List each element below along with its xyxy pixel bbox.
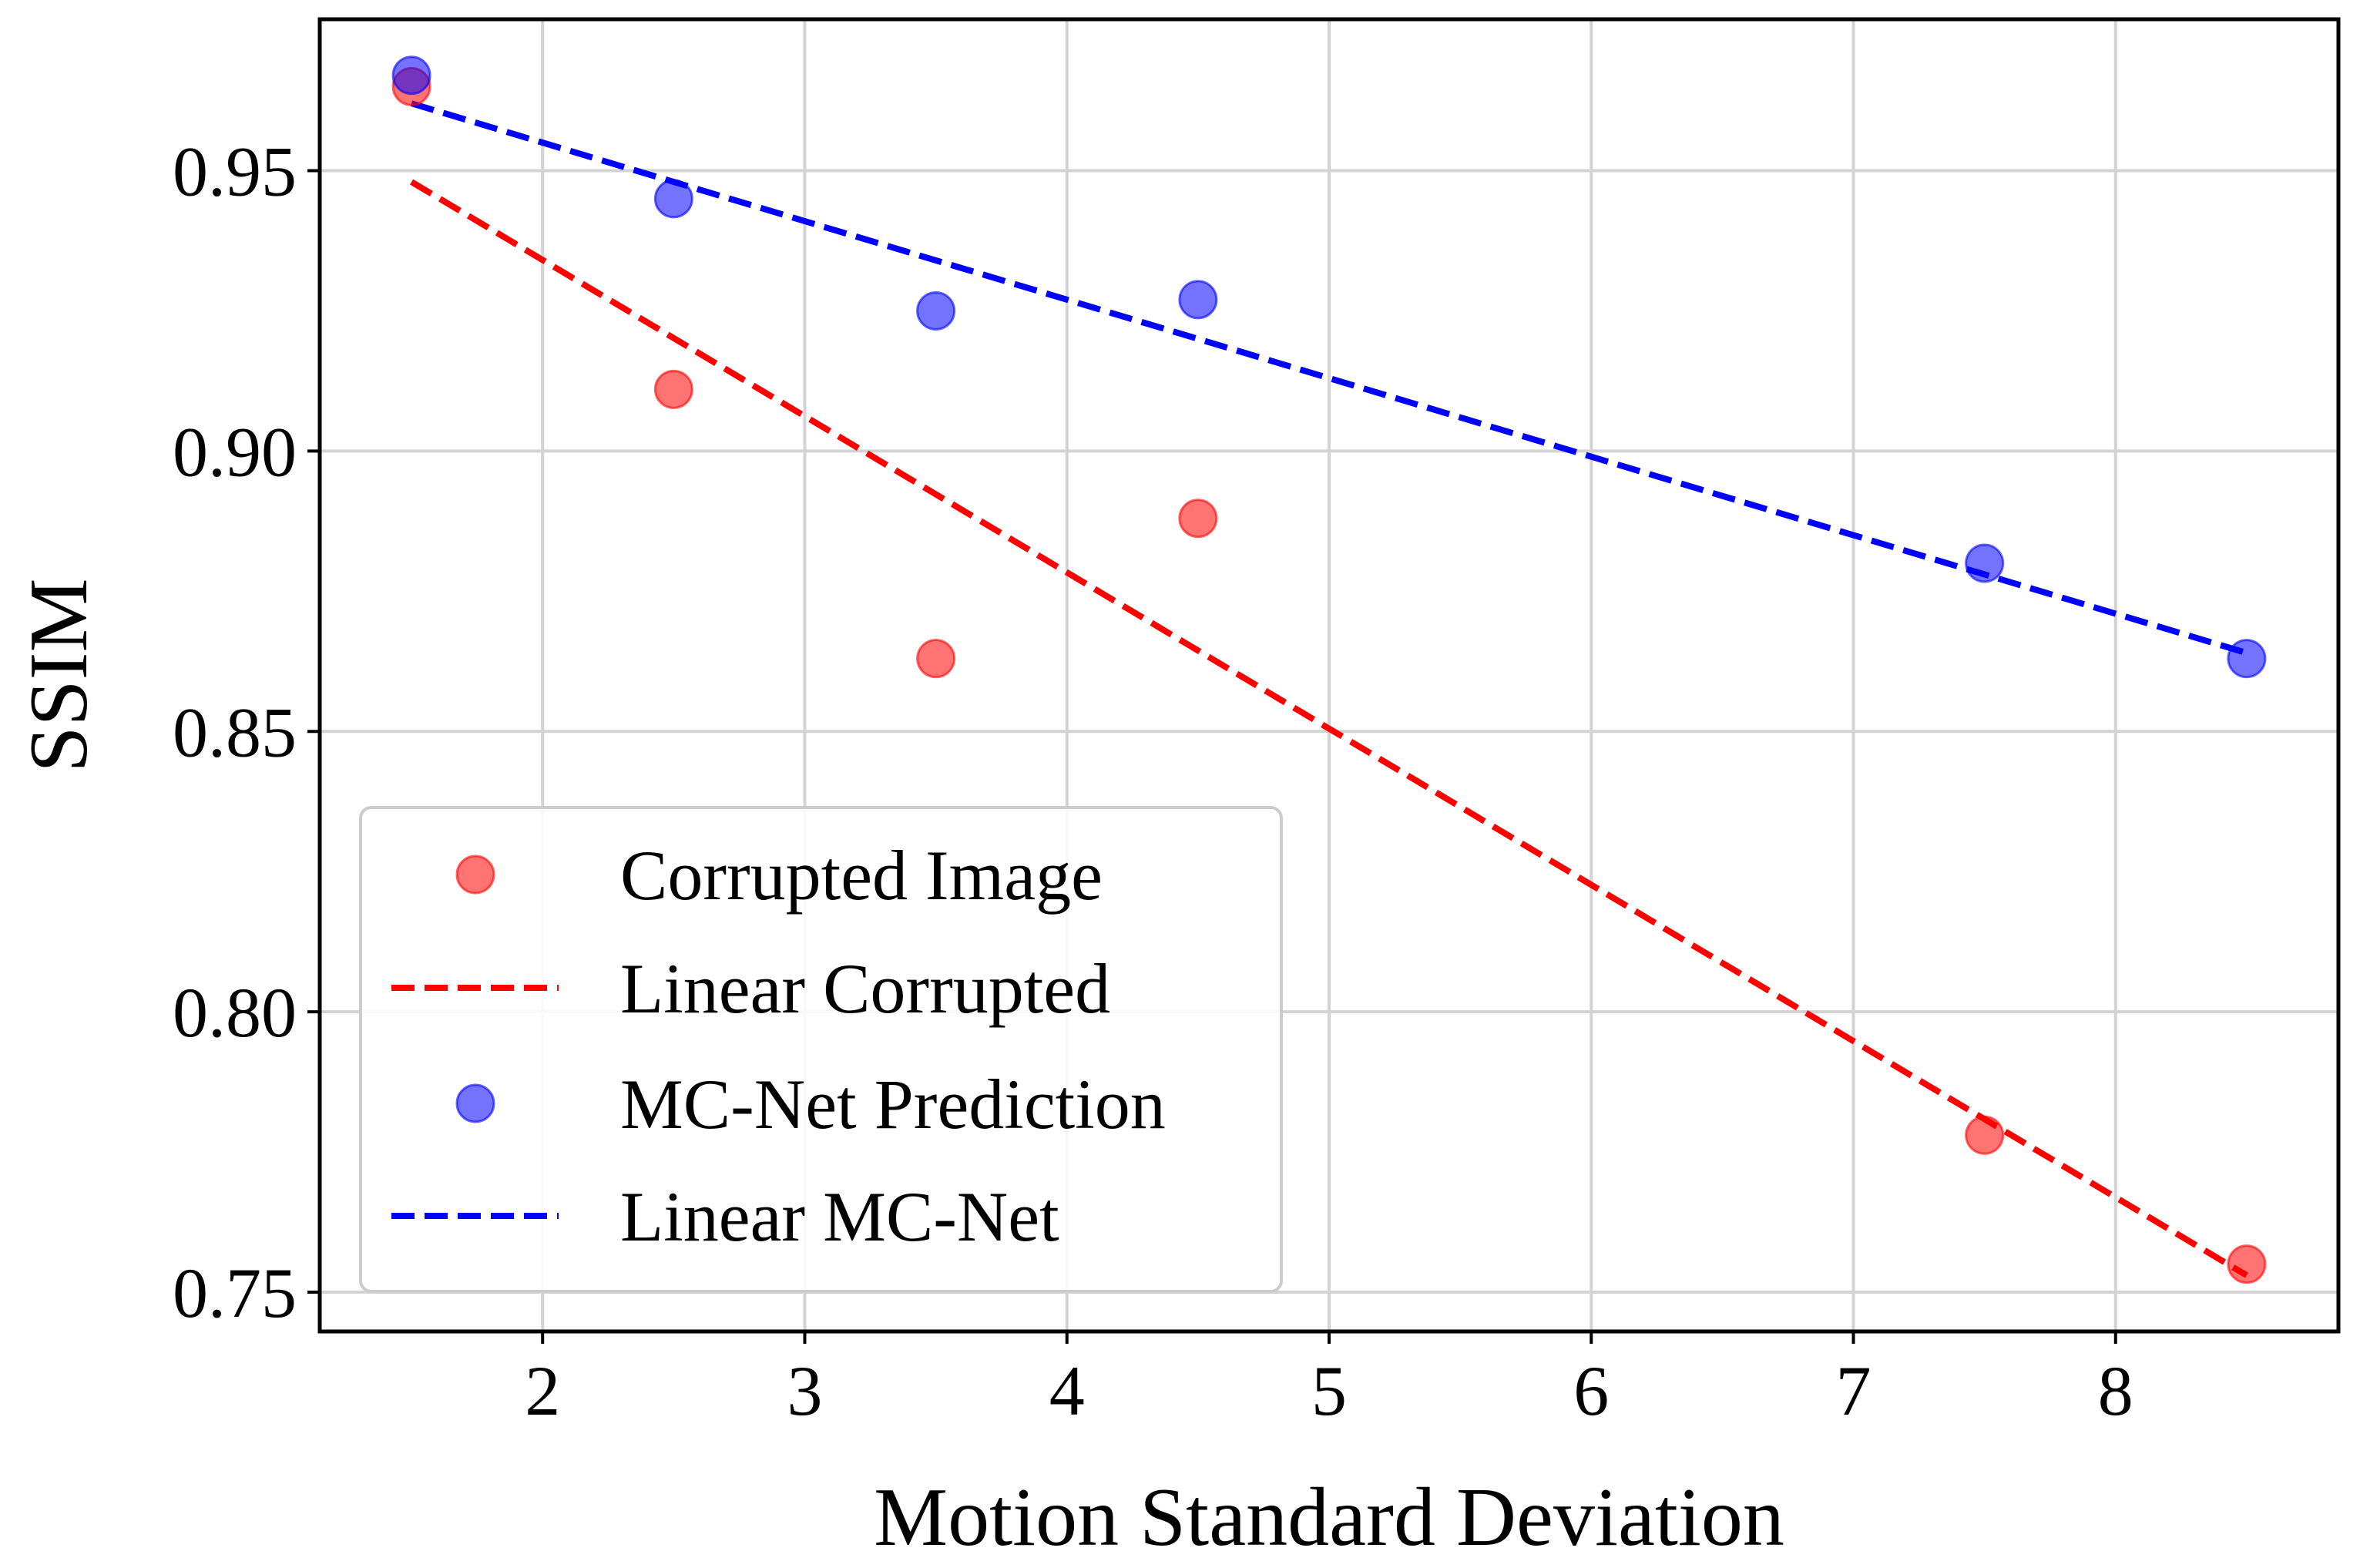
axis-ticks: 2 3 4 5 6 7 8 0.75 0.80 0.85 0.90 0.95 (173, 133, 2133, 1431)
x-tick-label: 2 (525, 1351, 560, 1430)
corrupted-image-point (916, 639, 956, 679)
legend: Corrupted Image Linear Corrupted MC-Net Pr… (359, 806, 1283, 1293)
corrupted-image-point (653, 369, 693, 409)
y-axis-title: SSIM (13, 578, 105, 772)
plot-area (391, 55, 2267, 1284)
mc-net-prediction-point (653, 179, 693, 219)
mc-net-prediction-point (2227, 639, 2267, 679)
x-tick-label: 8 (2098, 1351, 2133, 1430)
legend-corrupted-image-label: Corrupted Image (620, 836, 1103, 915)
mc-net-prediction-point (1178, 280, 1218, 320)
legend-corrupted-image-marker (455, 855, 495, 895)
linear-corrupted-line (410, 179, 2248, 1278)
x-tick-label: 6 (1573, 1351, 1609, 1430)
legend-mc-net-prediction-marker (455, 1083, 495, 1123)
legend-linear-mc-net-label: Linear MC-Net (620, 1177, 1059, 1256)
x-tick-label: 5 (1311, 1351, 1347, 1430)
x-axis-title: Motion Standard Deviation (874, 1472, 1784, 1563)
legend-mc-net-prediction-label: MC-Net Prediction (620, 1065, 1166, 1143)
mc-net-prediction-point (391, 55, 431, 96)
mc-net-prediction-point (916, 290, 956, 331)
corrupted-image-point (1178, 499, 1218, 539)
mc-net-prediction-point (1965, 543, 2005, 583)
x-tick-label: 3 (787, 1351, 822, 1430)
y-tick-label: 0.95 (173, 133, 297, 211)
legend-box (359, 806, 1283, 1293)
linear-mc-net-line (410, 100, 2248, 656)
legend-linear-corrupted-label: Linear Corrupted (620, 949, 1110, 1028)
corrupted-image-point (1965, 1115, 2005, 1155)
corrupted-image-point (2227, 1244, 2267, 1284)
y-tick-label: 0.75 (173, 1254, 297, 1332)
y-tick-label: 0.85 (173, 693, 297, 771)
x-tick-label: 4 (1049, 1351, 1085, 1430)
x-tick-label: 7 (1836, 1351, 1872, 1430)
y-tick-label: 0.80 (173, 973, 297, 1052)
y-tick-label: 0.90 (173, 412, 297, 491)
